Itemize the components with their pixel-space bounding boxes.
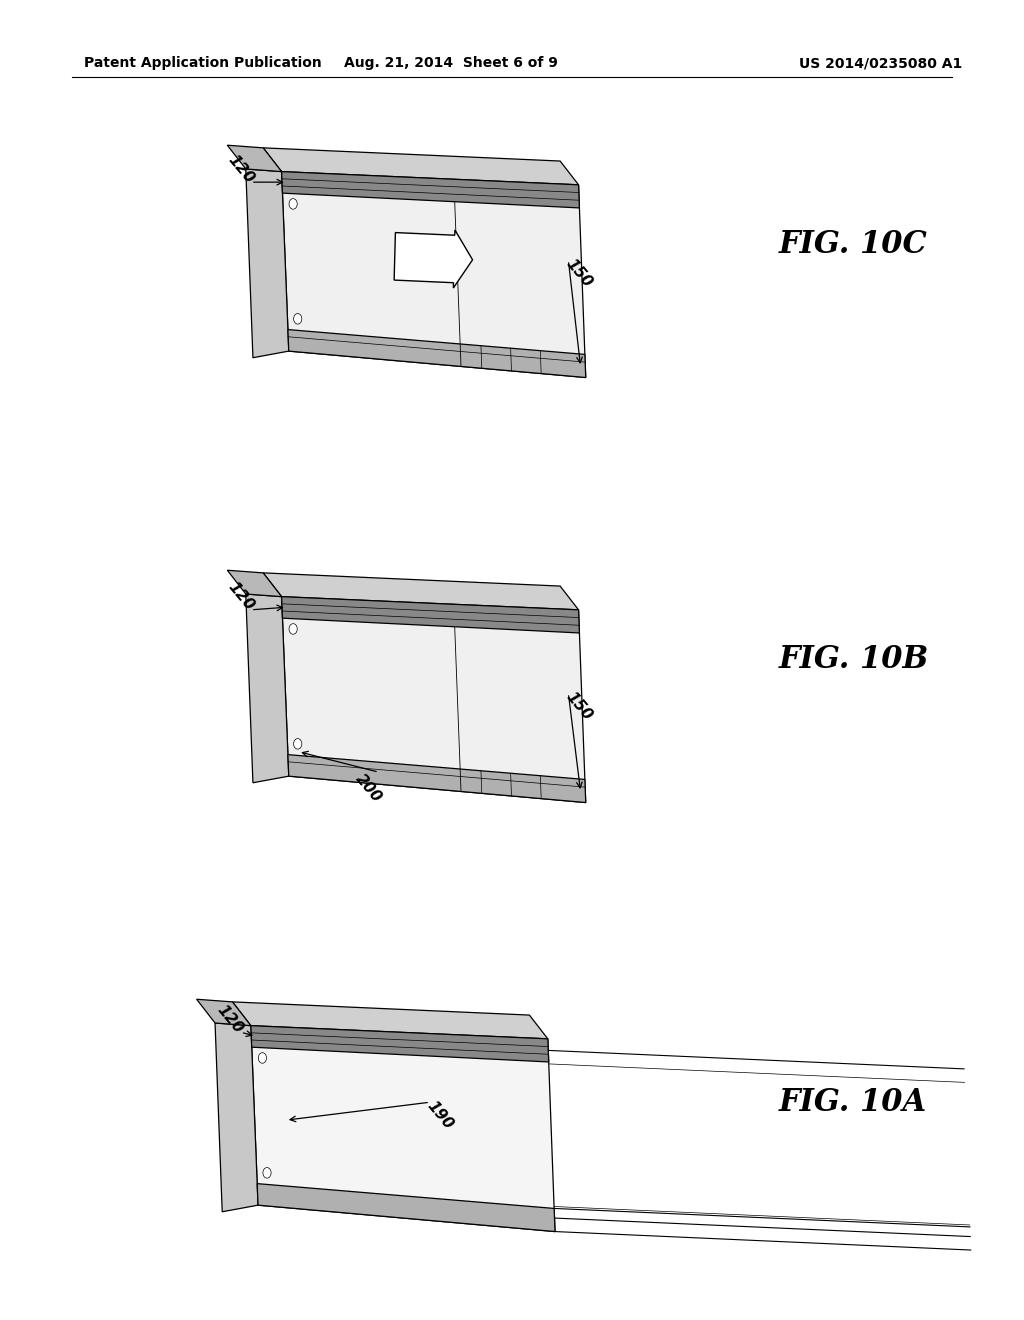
Polygon shape	[282, 597, 586, 803]
Polygon shape	[246, 594, 289, 783]
Text: 150: 150	[562, 689, 595, 723]
Polygon shape	[227, 570, 282, 597]
Circle shape	[263, 1168, 271, 1179]
Polygon shape	[394, 230, 472, 288]
Text: Patent Application Publication: Patent Application Publication	[84, 57, 322, 70]
Polygon shape	[246, 169, 289, 358]
Text: 150: 150	[562, 256, 595, 290]
Polygon shape	[263, 148, 579, 185]
Text: FIG. 10A: FIG. 10A	[778, 1086, 927, 1118]
Text: 190: 190	[424, 1098, 457, 1133]
Polygon shape	[282, 597, 580, 634]
Circle shape	[289, 623, 297, 634]
Circle shape	[294, 739, 302, 750]
Text: 120: 120	[224, 152, 257, 186]
Polygon shape	[232, 1002, 548, 1039]
Polygon shape	[197, 999, 251, 1026]
Polygon shape	[282, 172, 586, 378]
Polygon shape	[251, 1026, 555, 1232]
Polygon shape	[251, 1026, 549, 1063]
Text: 120: 120	[224, 579, 257, 614]
Text: US 2014/0235080 A1: US 2014/0235080 A1	[799, 57, 963, 70]
Polygon shape	[263, 573, 579, 610]
Polygon shape	[282, 172, 580, 209]
Polygon shape	[227, 145, 282, 172]
Circle shape	[289, 198, 297, 209]
Polygon shape	[288, 755, 586, 803]
Text: 200: 200	[352, 771, 385, 805]
Polygon shape	[288, 330, 586, 378]
Text: FIG. 10C: FIG. 10C	[778, 228, 927, 260]
Text: Aug. 21, 2014  Sheet 6 of 9: Aug. 21, 2014 Sheet 6 of 9	[344, 57, 557, 70]
Polygon shape	[215, 1023, 258, 1212]
Circle shape	[258, 1052, 266, 1063]
Text: FIG. 10B: FIG. 10B	[778, 644, 929, 676]
Polygon shape	[257, 1184, 555, 1232]
Text: 120: 120	[214, 1002, 247, 1036]
Circle shape	[294, 314, 302, 325]
